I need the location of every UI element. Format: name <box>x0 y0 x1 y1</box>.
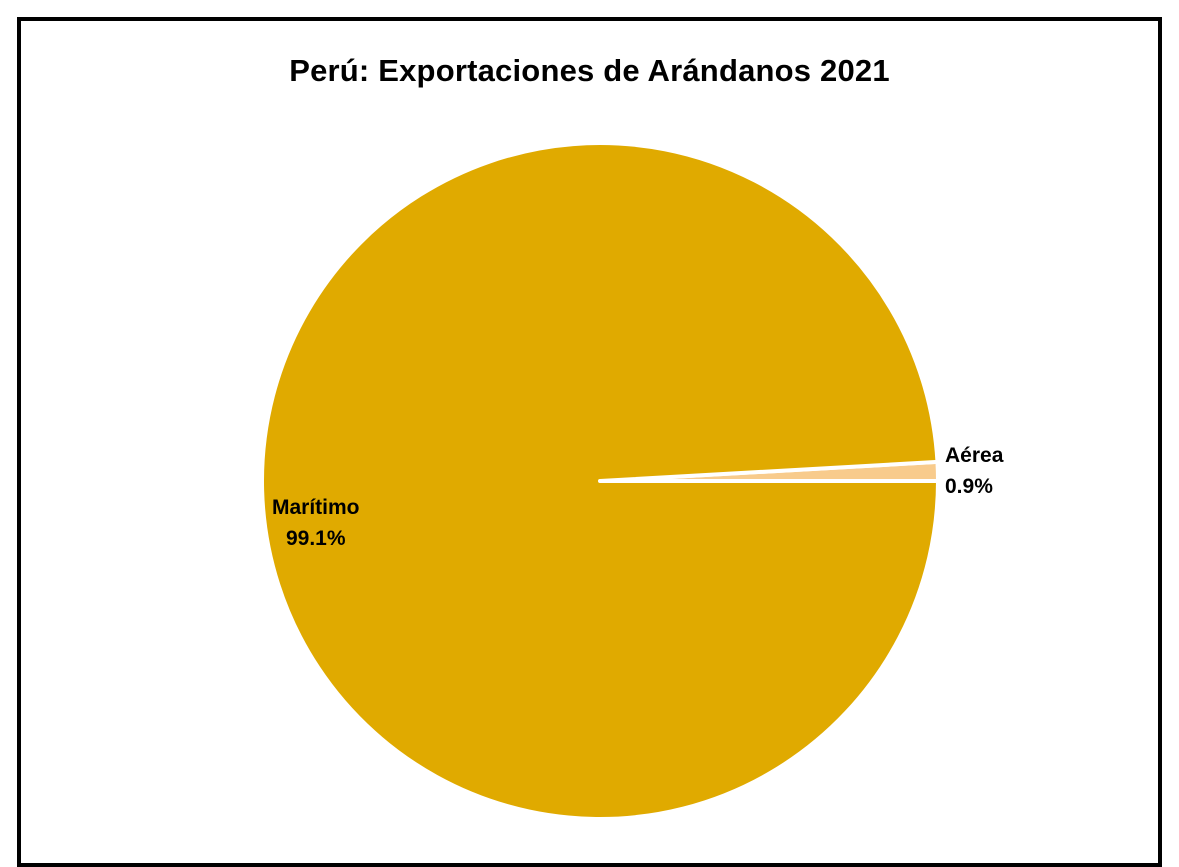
slice-category-maritimo: Marítimo <box>272 496 360 519</box>
slice-label-maritimo: Marítimo 99.1% <box>272 492 360 554</box>
slice-label-aerea: Aérea 0.9% <box>945 440 1003 502</box>
slice-value-maritimo: 99.1% <box>285 527 346 550</box>
slice-category-aerea: Aérea <box>945 444 1004 467</box>
pie-slice-maritimo <box>260 141 940 821</box>
chart-title: Perú: Exportaciones de Arándanos 2021 <box>289 53 890 88</box>
slice-value-aerea: 0.9% <box>945 475 993 498</box>
